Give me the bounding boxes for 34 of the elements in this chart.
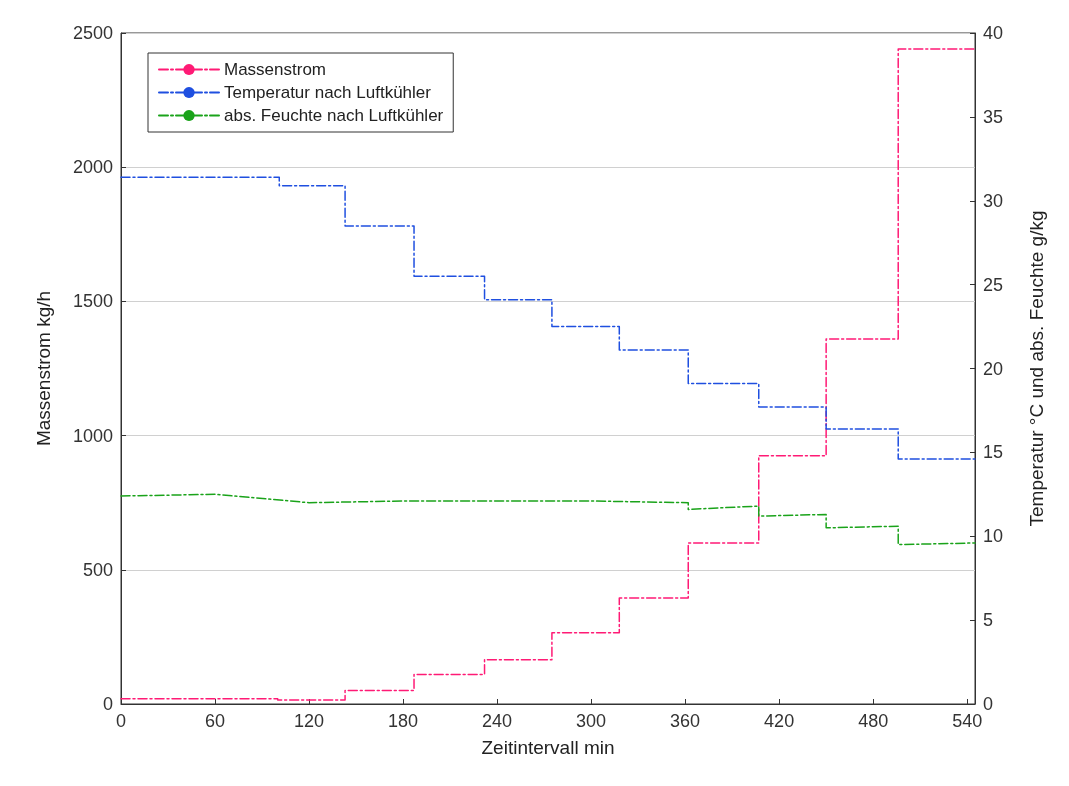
line-series [120,48,976,701]
x-tick-label: 240 [482,711,513,731]
line-series [120,176,976,460]
y-tick-label: 1500 [72,291,113,312]
line-series [120,493,976,546]
y2-tick-label: 40 [983,23,1004,43]
y-tick-label: 1000 [72,425,113,446]
y-tick-label: 0 [102,694,113,714]
y2-tick-label: 35 [983,106,1004,127]
y2-tick-label: 30 [983,190,1004,211]
legend-label: Temperatur nach Luftkühler [224,83,432,102]
x-tick-label: 300 [576,711,607,731]
x-tick-label: 180 [388,711,419,731]
y2-tick-label: 0 [983,694,994,714]
legend-label: abs. Feuchte nach Luftkühler [224,106,444,125]
x-tick-label: 60 [205,711,226,731]
legend-label: Massenstrom [224,60,327,79]
y-tick-label: 2500 [72,23,113,43]
y-tick-label: 2000 [72,157,113,178]
y2-axis-title: Temperatur °C und abs. Feuchte g/kg [1026,210,1047,527]
y2-tick-label: 10 [983,526,1004,547]
x-tick-label: 480 [858,711,889,731]
y2-tick-label: 25 [983,274,1004,295]
x-axis-title: Zeitintervall min [481,737,615,758]
x-tick-label: 540 [952,711,983,731]
x-tick-label: 420 [764,711,795,731]
x-tick-label: 0 [115,711,127,731]
x-tick-label: 120 [294,711,325,731]
y2-tick-label: 5 [983,610,994,631]
y2-tick-label: 15 [983,442,1004,463]
y-tick-label: 500 [82,559,113,580]
y-axis-title: Massenstrom kg/h [33,290,54,447]
x-tick-label: 360 [670,711,701,731]
y2-tick-label: 20 [983,358,1004,379]
